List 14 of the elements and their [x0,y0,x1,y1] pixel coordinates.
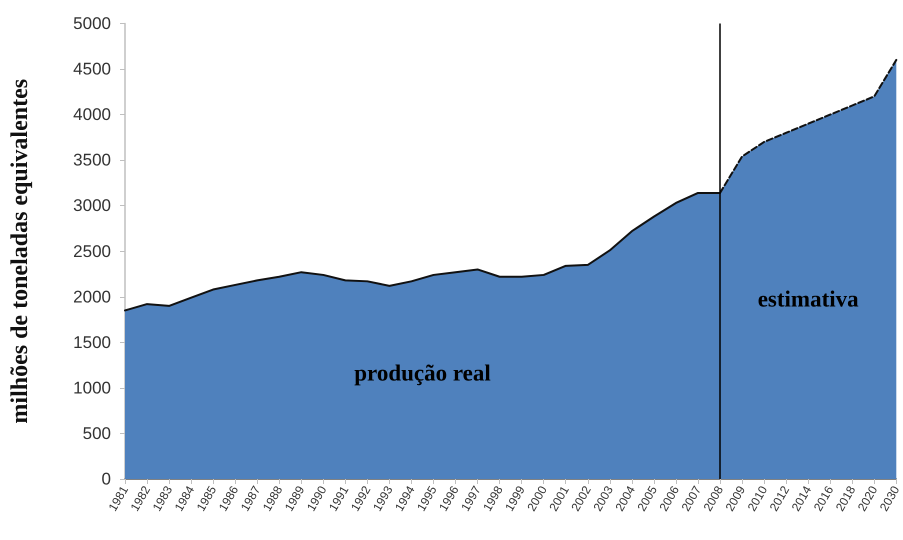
y-tick-label: 2500 [73,242,111,261]
series-label: estimativa [758,286,860,312]
y-tick-label: 0 [102,470,111,488]
y-tick-label: 4500 [73,60,111,79]
y-tick-label: 3500 [73,150,111,170]
series-label: produção real [354,360,491,386]
y-tick-label: 1000 [73,378,111,398]
y-tick-label: 5000 [73,14,111,33]
y-tick-label: 3000 [73,196,111,216]
y-tick-label: 4000 [73,105,111,124]
y-tick-label: 500 [82,424,111,443]
y-tick-label: 1500 [73,332,111,352]
y-tick-label: 2000 [73,287,111,306]
y-axis-title: milhões de toneladas equivalentes [7,78,33,424]
